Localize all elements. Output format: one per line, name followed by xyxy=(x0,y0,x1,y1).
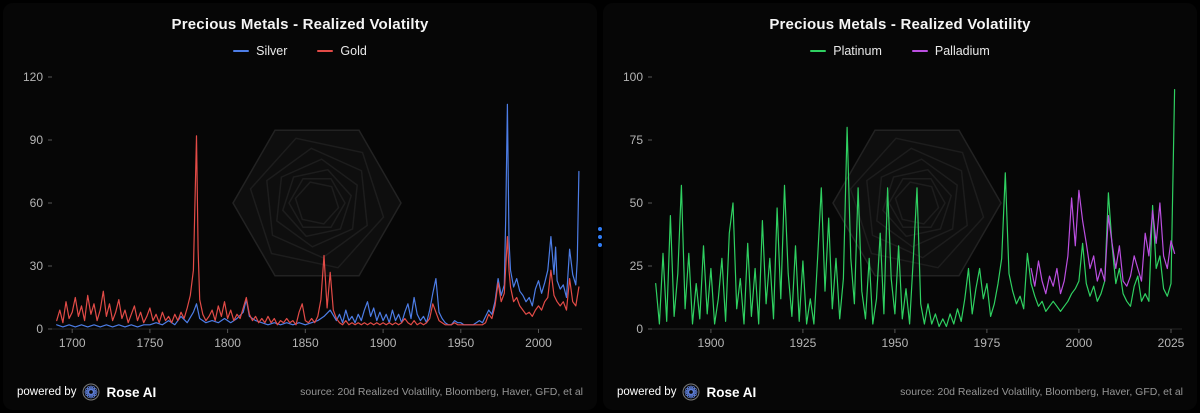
svg-text:25: 25 xyxy=(630,259,644,273)
svg-text:90: 90 xyxy=(30,133,44,147)
legend-item-gold[interactable]: Gold xyxy=(317,44,367,58)
source-attribution: source: 20d Realized Volatility, Bloombe… xyxy=(900,386,1183,398)
svg-text:1950: 1950 xyxy=(882,336,909,350)
svg-text:2000: 2000 xyxy=(525,336,552,350)
svg-text:30: 30 xyxy=(30,259,44,273)
powered-by-label: powered by xyxy=(17,386,77,398)
svg-text:1900: 1900 xyxy=(698,336,725,350)
volatility-chart-silver-gold[interactable]: 0 30 60 90 120 1700 1750 1800 1850 1900 1950 2000 xyxy=(6,61,594,359)
rose-ai-logo-icon xyxy=(82,383,100,401)
svg-text:1700: 1700 xyxy=(59,336,86,350)
svg-text:60: 60 xyxy=(30,196,44,210)
volatility-chart-platinum-palladium[interactable]: 0 25 50 75 100 1900 1925 1950 1975 2000 2025 xyxy=(606,61,1194,359)
svg-text:100: 100 xyxy=(623,70,643,84)
svg-text:1925: 1925 xyxy=(790,336,817,350)
svg-text:1975: 1975 xyxy=(974,336,1001,350)
legend-swatch-silver xyxy=(233,49,250,53)
legend-swatch-palladium xyxy=(911,49,928,53)
brand-name: Rose AI xyxy=(706,384,757,400)
legend-label: Platinum xyxy=(833,44,882,58)
chart-footer: powered by Rose AI source: 20d Realized … xyxy=(17,383,583,401)
more-options-icon[interactable] xyxy=(598,227,602,247)
legend-item-platinum[interactable]: Platinum xyxy=(810,44,882,58)
legend-item-palladium[interactable]: Palladium xyxy=(911,44,990,58)
source-attribution: source: 20d Realized Volatility, Bloombe… xyxy=(300,386,583,398)
svg-text:50: 50 xyxy=(630,196,644,210)
svg-text:1900: 1900 xyxy=(370,336,397,350)
brand-name: Rose AI xyxy=(106,384,157,400)
chart-legend: Platinum Palladium xyxy=(603,43,1197,59)
svg-text:0: 0 xyxy=(36,322,43,336)
rose-ai-brand-link[interactable]: powered by Rose AI xyxy=(17,383,156,401)
svg-text:1800: 1800 xyxy=(214,336,241,350)
rose-ai-logo-icon xyxy=(682,383,700,401)
svg-text:75: 75 xyxy=(630,133,644,147)
svg-text:1850: 1850 xyxy=(292,336,319,350)
menu-dot xyxy=(598,235,602,239)
chart-panel-platinum-palladium: Precious Metals - Realized Volatility Pl… xyxy=(603,3,1197,410)
chart-footer: powered by Rose AI source: 20d Realized … xyxy=(617,383,1183,401)
legend-item-silver[interactable]: Silver xyxy=(233,44,287,58)
legend-label: Palladium xyxy=(934,44,990,58)
svg-text:2000: 2000 xyxy=(1066,336,1093,350)
svg-text:2025: 2025 xyxy=(1158,336,1185,350)
svg-text:0: 0 xyxy=(636,322,643,336)
rose-ai-brand-link[interactable]: powered by Rose AI xyxy=(617,383,756,401)
legend-label: Gold xyxy=(340,44,367,58)
chart-title: Precious Metals - Realized Volatilty xyxy=(171,16,429,33)
menu-dot xyxy=(598,227,602,231)
chart-panel-silver-gold: Precious Metals - Realized Volatilty Sil… xyxy=(3,3,597,410)
chart-title: Precious Metals - Realized Volatility xyxy=(769,16,1031,33)
chart-legend: Silver Gold xyxy=(3,43,597,59)
legend-label: Silver xyxy=(256,44,288,58)
legend-swatch-gold xyxy=(317,49,334,53)
svg-text:120: 120 xyxy=(23,70,43,84)
svg-text:1950: 1950 xyxy=(447,336,474,350)
powered-by-label: powered by xyxy=(617,386,677,398)
svg-text:1750: 1750 xyxy=(137,336,164,350)
legend-swatch-platinum xyxy=(810,49,827,53)
menu-dot xyxy=(598,243,602,247)
